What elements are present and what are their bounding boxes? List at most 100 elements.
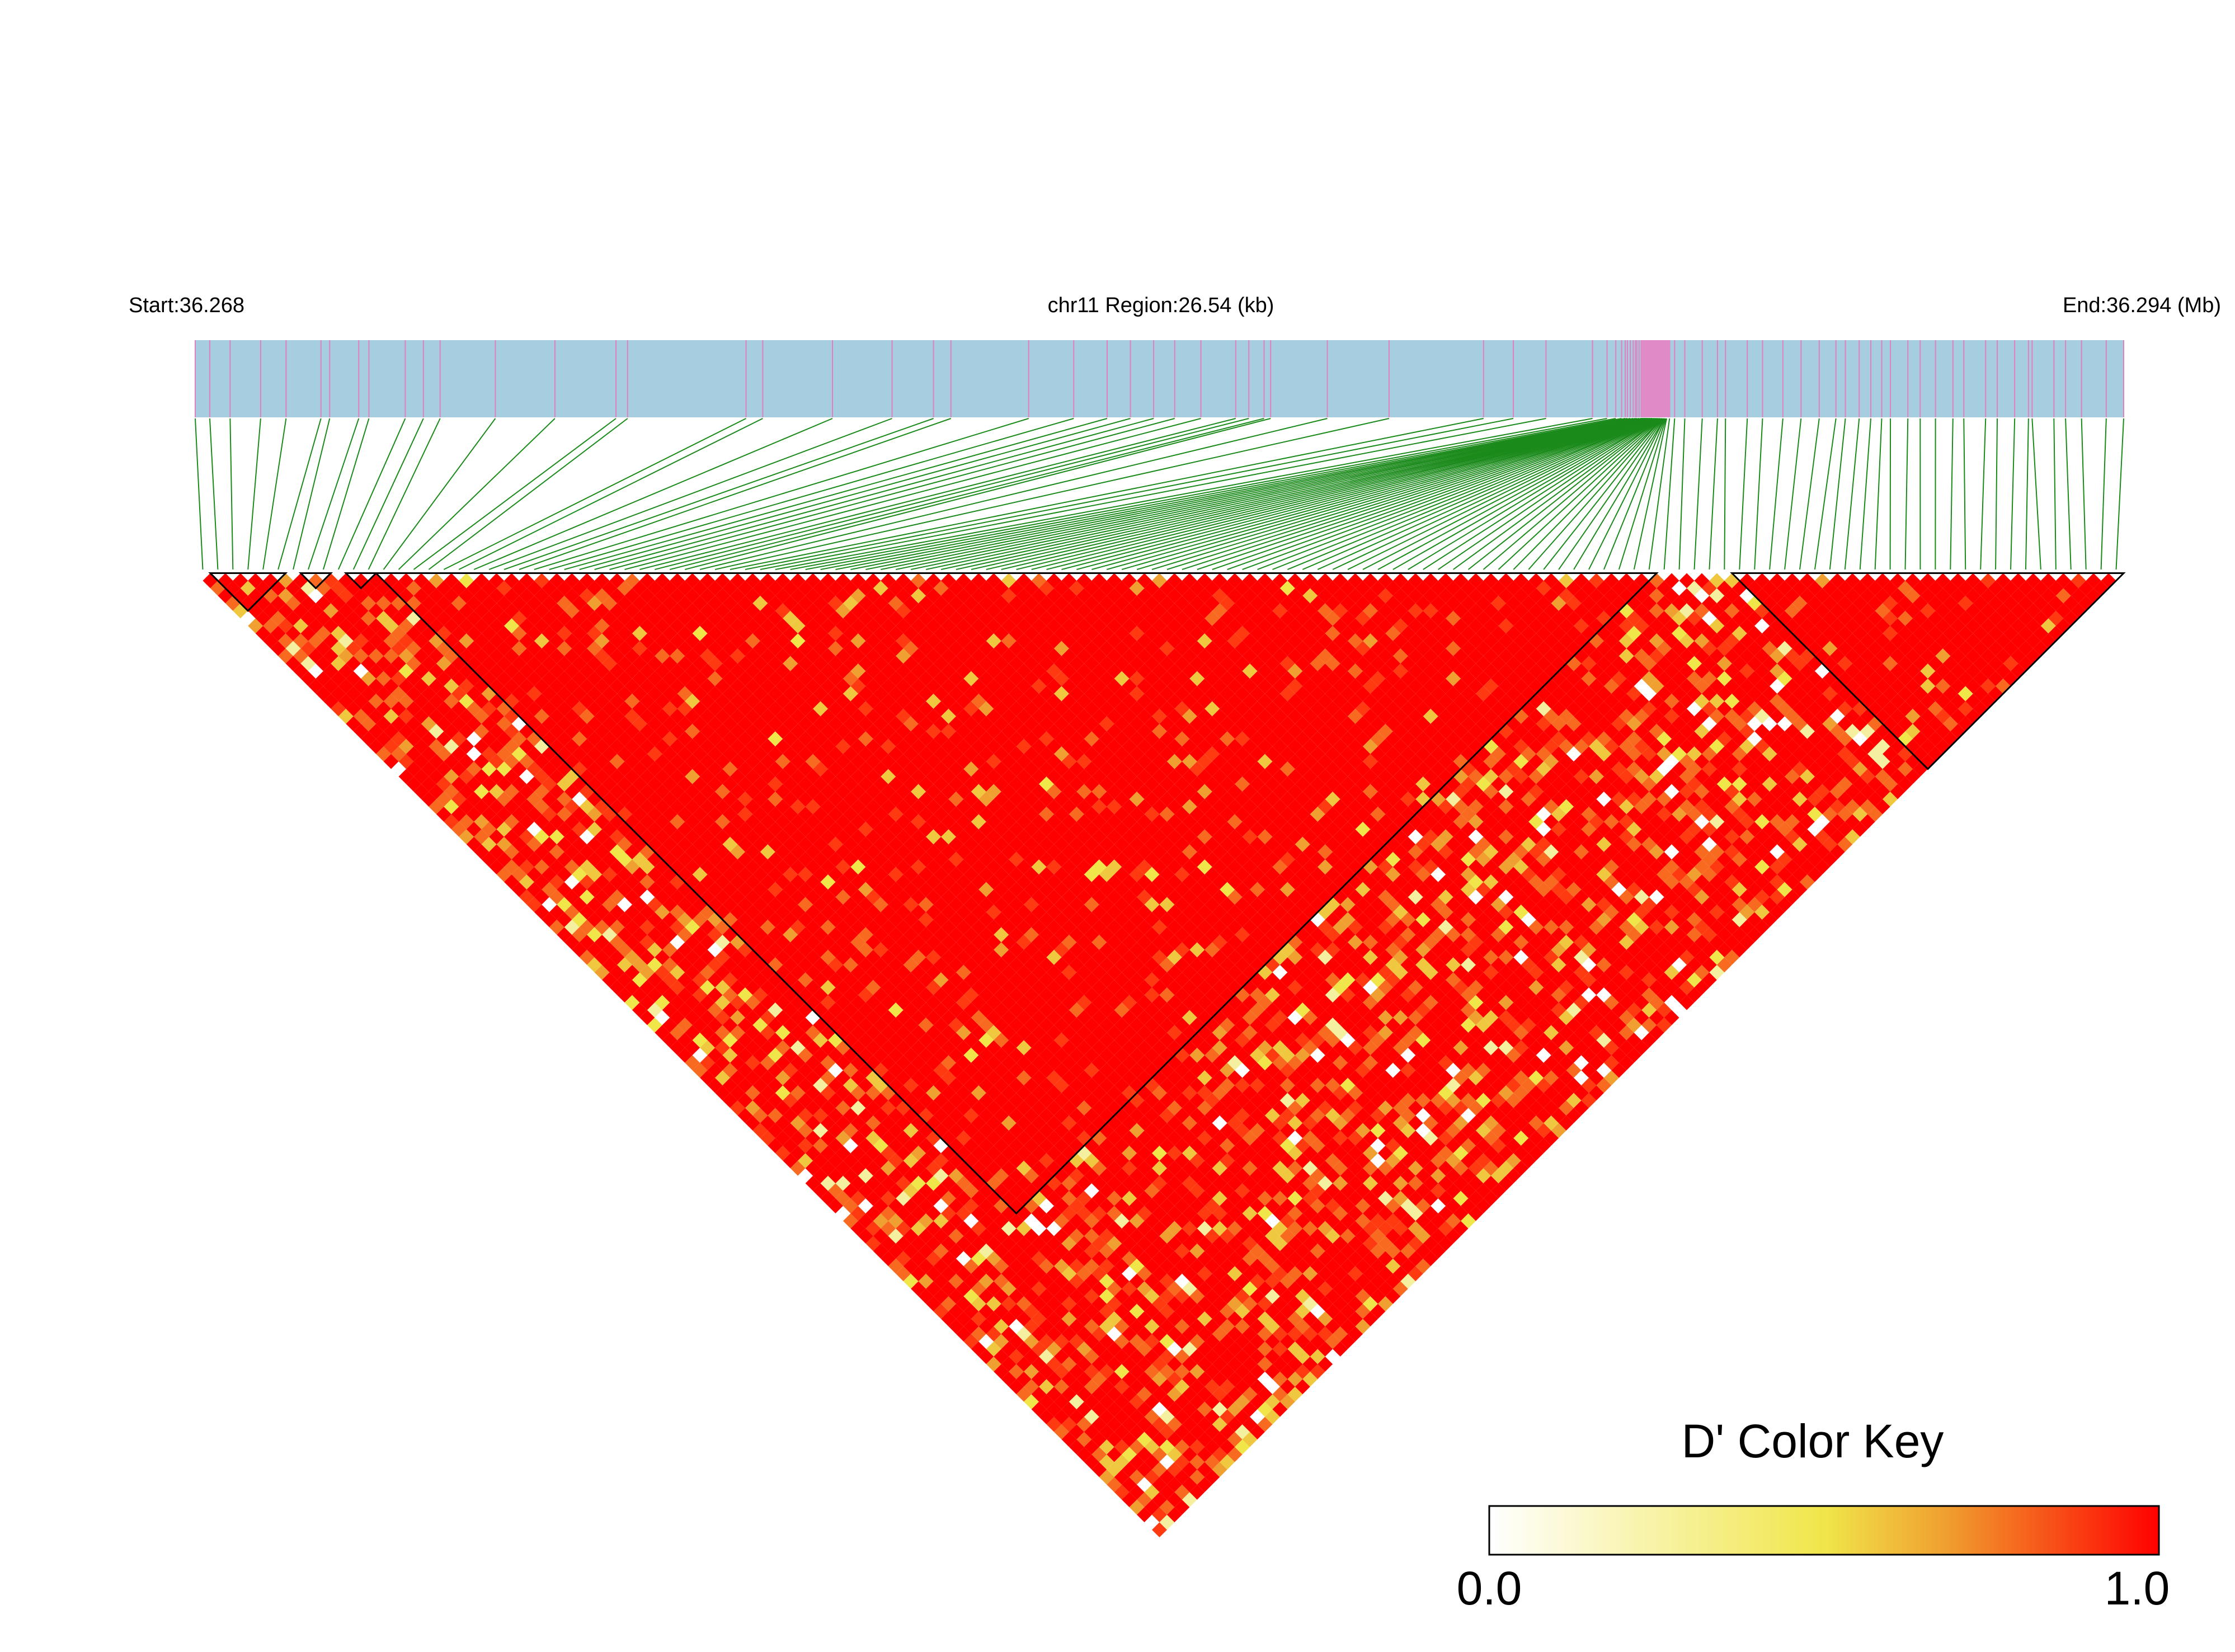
- snp-connector: [2081, 418, 2087, 570]
- snp-connector: [1724, 418, 1726, 570]
- snp-connector: [1693, 418, 1703, 570]
- snp-connector: [229, 418, 234, 570]
- snp-connector: [308, 418, 360, 570]
- snp-connector: [277, 418, 322, 570]
- snp-connector: [1603, 418, 1666, 570]
- snp-connector: [322, 418, 370, 570]
- snp-connector-lines: [195, 418, 2124, 570]
- snp-connector: [745, 418, 1514, 570]
- snp-connector: [820, 418, 1622, 570]
- snp-connector: [1423, 418, 1659, 570]
- snp-connector: [1995, 418, 1998, 570]
- snp-connector: [398, 418, 556, 570]
- region-title: chr11 Region:26.54 (kb): [1048, 294, 1274, 317]
- snp-connector: [1046, 418, 1646, 570]
- snp-connector: [1784, 418, 1802, 570]
- snp-connector: [594, 418, 1154, 570]
- snp-connector: [1016, 418, 1645, 570]
- snp-connector: [1197, 418, 1651, 570]
- snp-connector: [2065, 418, 2072, 570]
- snp-connector: [2100, 418, 2107, 570]
- snp-connector: [1257, 418, 1653, 570]
- snp-connector: [714, 418, 1390, 570]
- snp-connector: [699, 418, 1328, 570]
- snp-connector: [730, 418, 1484, 570]
- snp-connector: [971, 418, 1643, 570]
- snp-connector: [368, 418, 441, 570]
- snp-connector: [262, 418, 287, 570]
- snp-connector: [835, 418, 1626, 570]
- snp-connector: [1648, 418, 1671, 570]
- snp-connector: [488, 418, 892, 570]
- snp-connector: [1121, 418, 1648, 570]
- snp-connector: [383, 418, 496, 570]
- snp-connector: [1950, 418, 1954, 570]
- snp-connector: [1453, 418, 1660, 570]
- snp-connector: [209, 418, 219, 570]
- snp-connector: [1543, 418, 1664, 570]
- snp-connector: [1001, 418, 1645, 570]
- snp-connector: [337, 418, 406, 570]
- snp-connector: [639, 418, 1236, 570]
- snp-connector: [247, 418, 261, 570]
- snp-connector: [896, 418, 1636, 570]
- snp-connector: [1467, 418, 1660, 570]
- snp-connector: [1317, 418, 1655, 570]
- snp-connector: [1182, 418, 1650, 570]
- snp-connector: [1558, 418, 1664, 570]
- snp-connector: [1242, 418, 1653, 570]
- snp-connector: [1709, 418, 1718, 570]
- physical-map-bar: [195, 340, 2124, 417]
- snp-connector: [1408, 418, 1658, 570]
- snp-connector: [1362, 418, 1657, 570]
- snp-connector: [1061, 418, 1646, 570]
- snp-connector: [910, 418, 1638, 570]
- snp-connector: [956, 418, 1643, 570]
- snp-connector: [1212, 418, 1652, 570]
- snp-connector: [1678, 418, 1686, 570]
- snp-connector: [760, 418, 1546, 570]
- snp-connector: [428, 418, 628, 570]
- snp-connector: [2053, 418, 2057, 570]
- snp-connector: [1302, 418, 1655, 570]
- snp-connector: [2115, 418, 2124, 570]
- snp-connector: [1904, 418, 1909, 570]
- snp-connector: [925, 418, 1639, 570]
- snp-connector: [519, 418, 952, 570]
- snp-connector: [1528, 418, 1663, 570]
- snp-connector: [881, 418, 1634, 570]
- snp-connector: [609, 418, 1175, 570]
- snp-cluster-highlight: [1641, 340, 1671, 417]
- snp-connector: [1287, 418, 1655, 570]
- snp-connector: [655, 418, 1249, 570]
- snp-connector: [940, 418, 1641, 570]
- snp-connector: [1347, 418, 1657, 570]
- snp-connector: [195, 418, 204, 570]
- snp-connector: [1799, 418, 1820, 570]
- snp-connector: [352, 418, 424, 570]
- snp-connector: [1754, 418, 1763, 570]
- ld-heatmap: [203, 573, 2116, 1538]
- snp-connector: [1739, 418, 1748, 570]
- snp-connector: [1166, 418, 1650, 570]
- snp-connector: [850, 418, 1628, 570]
- snp-connector: [293, 418, 331, 570]
- snp-connector: [670, 418, 1264, 570]
- snp-connector: [1392, 418, 1658, 570]
- snp-connector: [1136, 418, 1649, 570]
- snp-connector: [1769, 418, 1784, 570]
- snp-connector: [1874, 418, 1883, 570]
- snp-connector: [1963, 418, 1966, 570]
- snp-connector: [1498, 418, 1662, 570]
- snp-connector: [2031, 418, 2041, 570]
- snp-connector: [534, 418, 1029, 570]
- snp-connector: [1663, 418, 1676, 570]
- snp-connector: [1829, 418, 1846, 570]
- snp-connector: [458, 418, 763, 570]
- snp-connector: [413, 418, 617, 570]
- snp-connector: [1618, 418, 1667, 570]
- snp-connector: [443, 418, 746, 570]
- region-start-label: Start:36.268: [129, 294, 244, 317]
- snp-connector: [2025, 418, 2029, 570]
